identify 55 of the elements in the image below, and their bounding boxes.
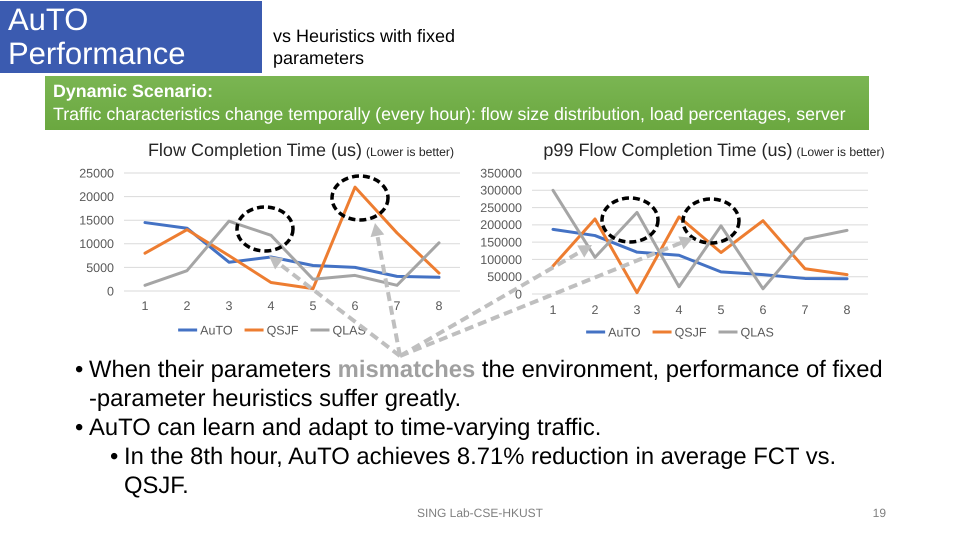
- chart-title: Flow Completion Time (us): [148, 140, 362, 160]
- x-tick-label: 6: [352, 299, 359, 313]
- line-series: [144, 186, 440, 290]
- x-tick-label: 1: [550, 303, 557, 317]
- y-tick-label: 25000: [79, 166, 114, 180]
- text: •: [75, 355, 84, 385]
- text: AuTO Performance: [0, 1, 260, 73]
- y-tick-label: 15000: [79, 214, 114, 228]
- legend-label: QSJF: [674, 325, 707, 340]
- text: When their parameters: [89, 356, 332, 383]
- x-tick-label: 2: [592, 303, 599, 317]
- chart-title: p99 Flow Completion Time (us): [543, 140, 793, 160]
- y-tick-label: 50000: [487, 270, 522, 284]
- y-tick-label: 250000: [480, 200, 522, 215]
- y-tick-label: 20000: [79, 190, 114, 204]
- y-tick-label: 200000: [480, 218, 522, 232]
- text: 19: [872, 506, 886, 520]
- line-series: [552, 215, 848, 294]
- text: Dynamic Scenario:: [53, 80, 214, 103]
- text: •: [75, 413, 84, 442]
- y-tick-label: 0: [515, 287, 522, 302]
- x-tick-label: 3: [226, 299, 233, 313]
- chart-subtitle: (Lower is better): [366, 145, 454, 159]
- text: •: [110, 442, 120, 472]
- x-tick-label: 5: [718, 303, 725, 317]
- legend-label: QLAS: [740, 325, 774, 340]
- legend-label: AuTO: [200, 323, 233, 338]
- text: AuTO can learn and adapt to time-varying traffic.: [89, 413, 602, 442]
- x-tick-label: 4: [268, 299, 275, 313]
- y-tick-label: 350000: [480, 166, 522, 180]
- y-tick-label: 300000: [480, 184, 522, 198]
- chart-subtitle: (Lower is better): [796, 145, 885, 159]
- x-tick-label: 3: [634, 303, 641, 317]
- text: In the 8th hour, AuTO achieves 8.71% reduction in average FCT vs. QSJF.: [124, 442, 838, 500]
- y-tick-label: 150000: [480, 236, 522, 250]
- text: mismatches: [338, 356, 476, 383]
- x-tick-label: 7: [802, 303, 809, 317]
- x-tick-label: 4: [676, 303, 683, 317]
- y-tick-label: 100000: [480, 252, 522, 267]
- x-tick-label: 8: [844, 303, 851, 317]
- x-tick-label: 6: [760, 303, 767, 317]
- x-tick-label: 2: [184, 299, 191, 313]
- legend-label: AuTO: [608, 325, 641, 340]
- text: vs Heuristics with fixed parameters: [273, 25, 456, 69]
- x-tick-label: 7: [394, 299, 401, 313]
- x-tick-label: 5: [310, 299, 317, 313]
- x-tick-label: 8: [436, 299, 443, 313]
- text: SING Lab-CSE-HKUST: [416, 506, 544, 520]
- line-series: [552, 188, 848, 290]
- x-tick-label: 1: [142, 299, 149, 313]
- text: Traffic characteristics change temporally (every hour): flow size distribution, load percentages, server: [53, 103, 847, 126]
- y-tick-label: 5000: [86, 260, 114, 275]
- y-tick-label: 10000: [79, 237, 114, 252]
- legend-label: QSJF: [266, 323, 299, 338]
- y-tick-label: 0: [107, 284, 114, 298]
